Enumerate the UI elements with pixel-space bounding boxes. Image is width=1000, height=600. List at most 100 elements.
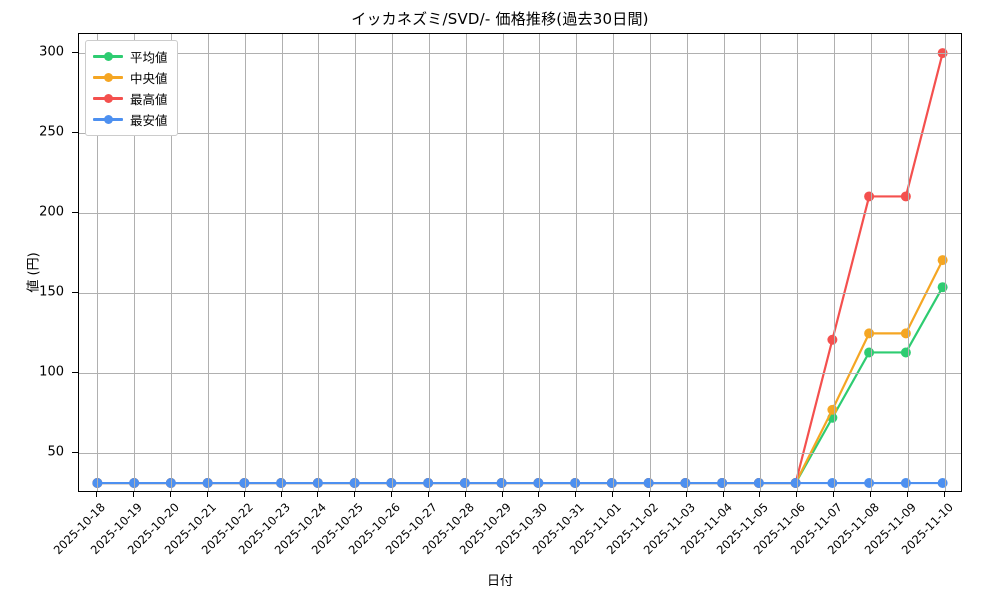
y-tick-label: 100 (39, 364, 64, 380)
y-tick-label: 50 (47, 444, 64, 460)
data-point (827, 478, 838, 489)
x-tick-mark (538, 492, 540, 497)
data-point (717, 478, 728, 489)
x-axis-label: 日付 (486, 574, 513, 589)
x-tick-mark (575, 492, 577, 497)
data-point (202, 478, 213, 489)
x-tick-mark (501, 492, 503, 497)
y-axis-label: 値 (円) (26, 252, 42, 293)
chart-legend: 平均値中央値最高値最安値 (85, 40, 178, 136)
data-point (570, 478, 581, 489)
data-point (129, 478, 140, 489)
x-tick-mark (612, 492, 614, 497)
gridline-vertical (870, 34, 872, 491)
y-tick-mark (72, 372, 78, 374)
legend-item-0[interactable]: 平均値 (93, 46, 168, 67)
gridline-vertical (797, 34, 799, 491)
gridline-vertical (428, 34, 430, 491)
x-tick-mark (796, 492, 798, 497)
x-tick-mark (685, 492, 687, 497)
gridline-vertical (686, 34, 688, 491)
gridline-vertical (392, 34, 394, 491)
data-point (496, 478, 507, 489)
y-tick-label: 150 (39, 284, 64, 300)
gridline-vertical (834, 34, 836, 491)
gridline-vertical (539, 34, 541, 491)
gridline-vertical (244, 34, 246, 491)
data-point (276, 478, 287, 489)
gridline-horizontal (79, 133, 961, 135)
x-tick-mark (170, 492, 172, 497)
gridline-vertical (171, 34, 173, 491)
data-point (864, 478, 875, 489)
x-tick-mark (96, 492, 98, 497)
gridline-vertical (760, 34, 762, 491)
gridline-vertical (97, 34, 99, 491)
y-tick-mark (72, 132, 78, 134)
data-point (900, 478, 911, 489)
gridline-vertical (207, 34, 209, 491)
data-point (864, 347, 875, 358)
data-point (533, 478, 544, 489)
data-point (900, 328, 911, 339)
gridline-horizontal (79, 373, 961, 375)
series-lines (92, 48, 948, 489)
legend-label: 最安値 (130, 113, 168, 128)
data-point (864, 328, 875, 339)
gridline-vertical (576, 34, 578, 491)
gridline-vertical (502, 34, 504, 491)
data-point (827, 404, 838, 415)
legend-label: 最高値 (130, 92, 168, 107)
data-point (753, 478, 764, 489)
data-point (239, 478, 250, 489)
x-tick-mark (833, 492, 835, 497)
data-point (937, 282, 948, 293)
x-tick-mark (243, 492, 245, 497)
y-tick-mark (72, 452, 78, 454)
data-point (790, 478, 801, 489)
x-tick-mark (906, 492, 908, 497)
data-point (900, 347, 911, 358)
y-tick-mark (72, 212, 78, 214)
data-point (459, 478, 470, 489)
gridline-vertical (465, 34, 467, 491)
gridline-horizontal (79, 213, 961, 215)
x-tick-mark (722, 492, 724, 497)
x-tick-mark (280, 492, 282, 497)
data-point (349, 478, 360, 489)
x-tick-mark (759, 492, 761, 497)
data-point (386, 478, 397, 489)
gridline-vertical (134, 34, 136, 491)
gridline-vertical (281, 34, 283, 491)
data-point (643, 478, 654, 489)
gridline-vertical (355, 34, 357, 491)
x-tick-mark (354, 492, 356, 497)
legend-item-3[interactable]: 最安値 (93, 109, 168, 130)
x-tick-mark (464, 492, 466, 497)
data-point (606, 478, 617, 489)
data-point (312, 478, 323, 489)
gridline-vertical (649, 34, 651, 491)
gridline-vertical (723, 34, 725, 491)
x-axis-ticks: 2025-10-18 2025-10-19 2025-10-20 2025-10-21… (51, 492, 962, 592)
data-point (864, 191, 875, 202)
legend-swatch-icon (93, 51, 123, 63)
y-tick-mark (72, 292, 78, 294)
legend-label: 中央値 (130, 71, 168, 86)
legend-item-2[interactable]: 最高値 (93, 88, 168, 109)
gridline-horizontal (79, 453, 961, 455)
y-tick-label: 300 (39, 44, 64, 60)
data-point (165, 478, 176, 489)
data-point (827, 334, 838, 345)
legend-item-1[interactable]: 中央値 (93, 67, 168, 88)
legend-swatch-icon (93, 114, 123, 126)
y-tick-label: 200 (39, 204, 64, 220)
legend-swatch-icon (93, 93, 123, 105)
gridline-horizontal (79, 53, 961, 55)
gridline-vertical (907, 34, 909, 491)
chart-title: イッカネズミ/SVD/- 価格推移(過去30日間) (351, 10, 649, 28)
x-tick-mark (427, 492, 429, 497)
plot-area (78, 33, 962, 492)
data-point (92, 478, 103, 489)
